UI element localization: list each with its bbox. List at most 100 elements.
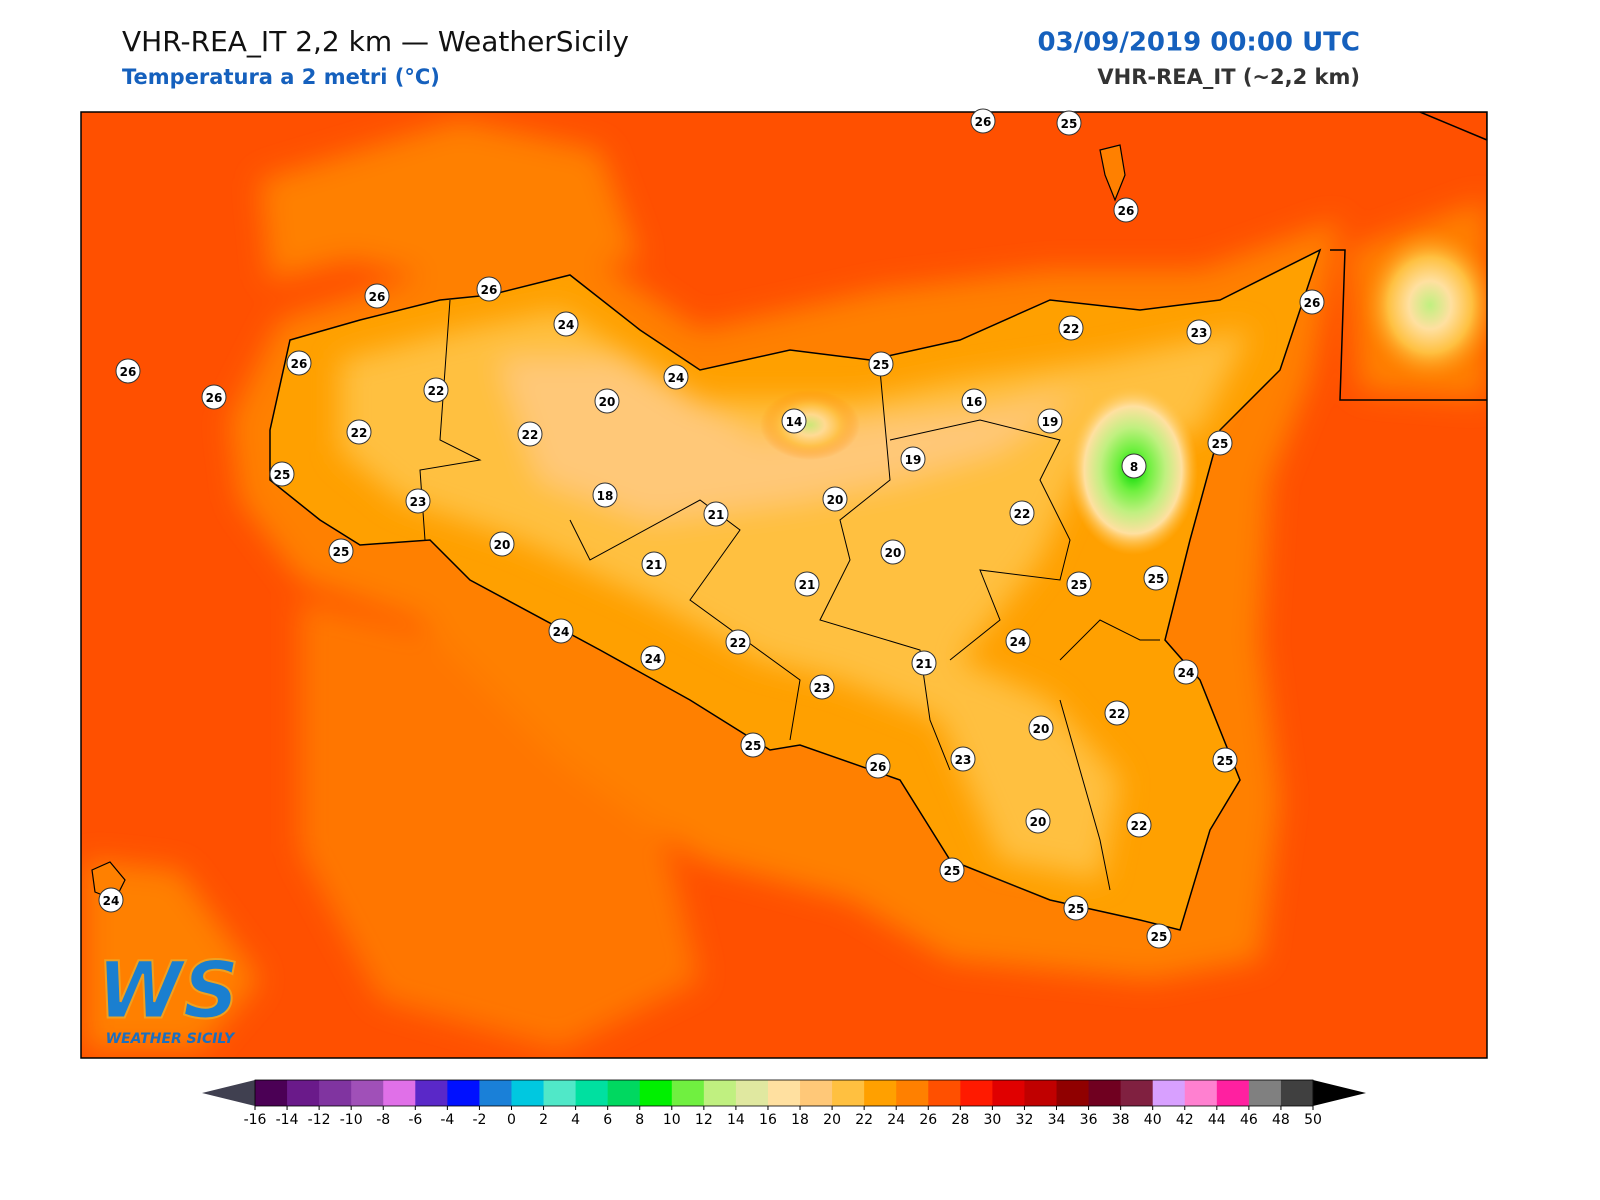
- station-marker: [822, 486, 848, 512]
- colorbar-tick-label: 14: [727, 1112, 745, 1128]
- station-value: 20: [1033, 722, 1050, 736]
- colorbar-segment: [1056, 1080, 1090, 1106]
- colorbar-segment: [1152, 1080, 1186, 1106]
- station-marker: [880, 539, 906, 565]
- colorbar-tick-label: 26: [919, 1112, 937, 1128]
- station-marker: [1058, 315, 1084, 341]
- station-value: 25: [1217, 754, 1234, 768]
- colorbar-segment: [511, 1080, 545, 1106]
- station-value: 24: [668, 371, 685, 385]
- station-marker: [548, 618, 574, 644]
- station-value: 21: [646, 558, 663, 572]
- map: [81, 112, 1487, 1058]
- station-value: 8: [1130, 460, 1138, 474]
- station-value: 21: [799, 578, 816, 592]
- station-marker: [1299, 289, 1325, 315]
- station-value: 22: [351, 426, 368, 440]
- station-value: 25: [1061, 117, 1078, 131]
- colorbar-segment: [960, 1080, 993, 1106]
- colorbar-tick-label: 50: [1304, 1112, 1322, 1128]
- station-marker: [594, 388, 620, 414]
- colorbar-segment: [1088, 1080, 1122, 1106]
- station-value: 26: [369, 290, 386, 304]
- colorbar-segment: [1184, 1080, 1218, 1106]
- station-value: 25: [1212, 437, 1229, 451]
- colorbar-segment: [639, 1080, 673, 1106]
- station-marker: [740, 732, 766, 758]
- model-label: VHR-REA_IT (~2,2 km): [1097, 65, 1360, 89]
- station-marker: [970, 108, 996, 134]
- colorbar-under: [202, 1080, 255, 1106]
- colorbar-segment: [607, 1080, 641, 1106]
- station-value: 25: [274, 468, 291, 482]
- station-marker: [405, 488, 431, 514]
- colorbar-segment: [832, 1080, 865, 1106]
- calabria-coast: [1330, 112, 1487, 401]
- colorbar-tick-label: 10: [663, 1112, 681, 1128]
- colorbar-tick-label: 44: [1208, 1112, 1226, 1128]
- logo-text: WEATHER SICILY: [106, 1031, 237, 1047]
- station-value: 25: [1068, 902, 1085, 916]
- station-value: 20: [494, 538, 511, 552]
- colorbar: -16 -14 -12 -10 -8 -6 -4 -2 0 2 4 6 8 10 12 14 16 18 20 22 2…: [202, 1079, 1366, 1128]
- station-value: 22: [1109, 707, 1126, 721]
- station-value: 25: [1148, 572, 1165, 586]
- colorbar-tick-label: 8: [635, 1112, 644, 1128]
- station-marker: [703, 501, 729, 527]
- station-value: 24: [553, 625, 570, 639]
- station-marker: [1104, 700, 1130, 726]
- colorbar-segment: [735, 1080, 769, 1106]
- station-value: 25: [1151, 930, 1168, 944]
- station-marker: [1173, 659, 1199, 685]
- station-value: 19: [905, 453, 922, 467]
- station-value: 24: [1010, 635, 1027, 649]
- nebrodi-cool-spot: [760, 390, 860, 460]
- colorbar-tick-label: 22: [855, 1112, 873, 1128]
- station-marker: [476, 276, 502, 302]
- station-marker: [641, 551, 667, 577]
- station-value: 14: [786, 415, 803, 429]
- station-value: 25: [745, 739, 762, 753]
- logo: WS WEATHER SICILY: [96, 945, 240, 1047]
- station-marker: [794, 571, 820, 597]
- colorbar-tick-label: -12: [308, 1112, 331, 1128]
- station-marker: [328, 538, 354, 564]
- station-value: 21: [916, 657, 933, 671]
- station-value: 20: [1030, 815, 1047, 829]
- station-value: 25: [1071, 578, 1088, 592]
- colorbar-tick-label: -4: [440, 1112, 454, 1128]
- colorbar-segment: [1024, 1080, 1058, 1106]
- station-marker: [911, 650, 937, 676]
- colorbar-segment: [1248, 1080, 1282, 1106]
- station-marker: [640, 645, 666, 671]
- station-value: 25: [944, 864, 961, 878]
- station-marker: [1146, 923, 1172, 949]
- colorbar-tick-label: 42: [1176, 1112, 1194, 1128]
- colorbar-segment: [767, 1080, 801, 1106]
- colorbar-segment: [383, 1080, 416, 1106]
- subtitle: Temperatura a 2 metri (°C): [122, 65, 440, 89]
- logo-mark: WS: [97, 946, 239, 1036]
- colorbar-segment: [255, 1080, 288, 1106]
- station-value: 25: [333, 545, 350, 559]
- colorbar-segment: [864, 1080, 897, 1106]
- station-value: 23: [814, 681, 831, 695]
- station-marker: [1186, 319, 1212, 345]
- colorbar-tick-label: 6: [603, 1112, 612, 1128]
- station-marker: [592, 482, 618, 508]
- station-marker: [809, 674, 835, 700]
- colorbar-segment: [575, 1080, 609, 1106]
- station-marker: [868, 351, 894, 377]
- colorbar-segment: [703, 1080, 737, 1106]
- stations: 26 25 26 26 26 24 22 23 26 26 26 26 22 20 24 25 16 19 14 22…: [98, 108, 1325, 949]
- station-value: 25: [873, 358, 890, 372]
- station-marker: [489, 531, 515, 557]
- colorbar-segment: [1216, 1080, 1250, 1106]
- station-marker: [1121, 453, 1147, 479]
- station-marker: [939, 857, 965, 883]
- station-value: 20: [827, 493, 844, 507]
- title: VHR-REA_IT 2,2 km — WeatherSicily: [122, 25, 629, 58]
- map-frame: [80, 111, 1488, 1059]
- station-marker: [286, 350, 312, 376]
- station-marker: [781, 408, 807, 434]
